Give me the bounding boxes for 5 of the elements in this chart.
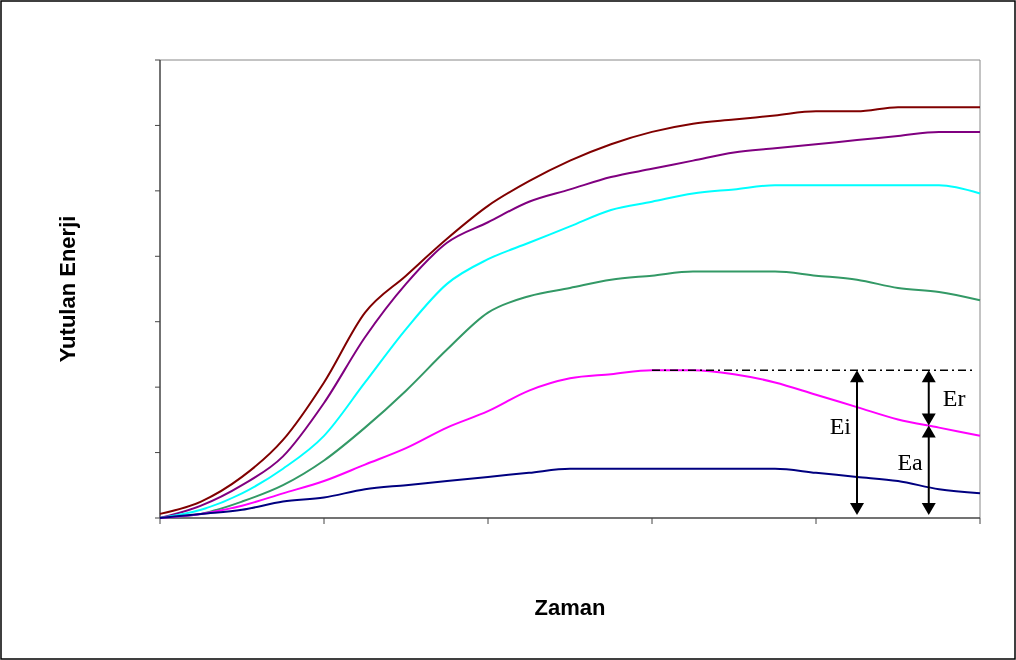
annotation: Ea	[897, 448, 924, 475]
x-axis-title: Zaman	[534, 595, 606, 620]
annotation: Er	[942, 384, 966, 411]
y-axis-title: Yutulan Enerji	[55, 215, 80, 363]
annotation: Ei	[829, 413, 852, 440]
